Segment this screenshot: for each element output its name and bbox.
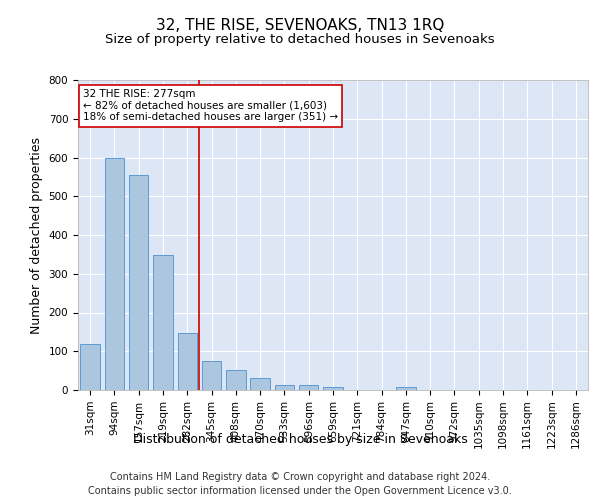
Bar	[153, 255, 173, 390]
Bar	[250, 378, 270, 390]
Y-axis label: Number of detached properties: Number of detached properties	[30, 136, 43, 334]
Bar	[178, 332, 197, 390]
Text: 32 THE RISE: 277sqm
← 82% of detached houses are smaller (1,603)
18% of semi-det: 32 THE RISE: 277sqm ← 82% of detached ho…	[83, 90, 338, 122]
Bar	[275, 384, 294, 390]
Bar	[202, 361, 221, 390]
Bar	[129, 175, 148, 390]
Bar	[105, 158, 124, 390]
Bar	[80, 344, 100, 390]
Text: Contains HM Land Registry data © Crown copyright and database right 2024.: Contains HM Land Registry data © Crown c…	[110, 472, 490, 482]
Text: 32, THE RISE, SEVENOAKS, TN13 1RQ: 32, THE RISE, SEVENOAKS, TN13 1RQ	[156, 18, 444, 32]
Bar	[396, 388, 416, 390]
Bar	[226, 370, 245, 390]
Text: Distribution of detached houses by size in Sevenoaks: Distribution of detached houses by size …	[133, 432, 467, 446]
Text: Size of property relative to detached houses in Sevenoaks: Size of property relative to detached ho…	[105, 32, 495, 46]
Text: Contains public sector information licensed under the Open Government Licence v3: Contains public sector information licen…	[88, 486, 512, 496]
Bar	[299, 385, 319, 390]
Bar	[323, 387, 343, 390]
